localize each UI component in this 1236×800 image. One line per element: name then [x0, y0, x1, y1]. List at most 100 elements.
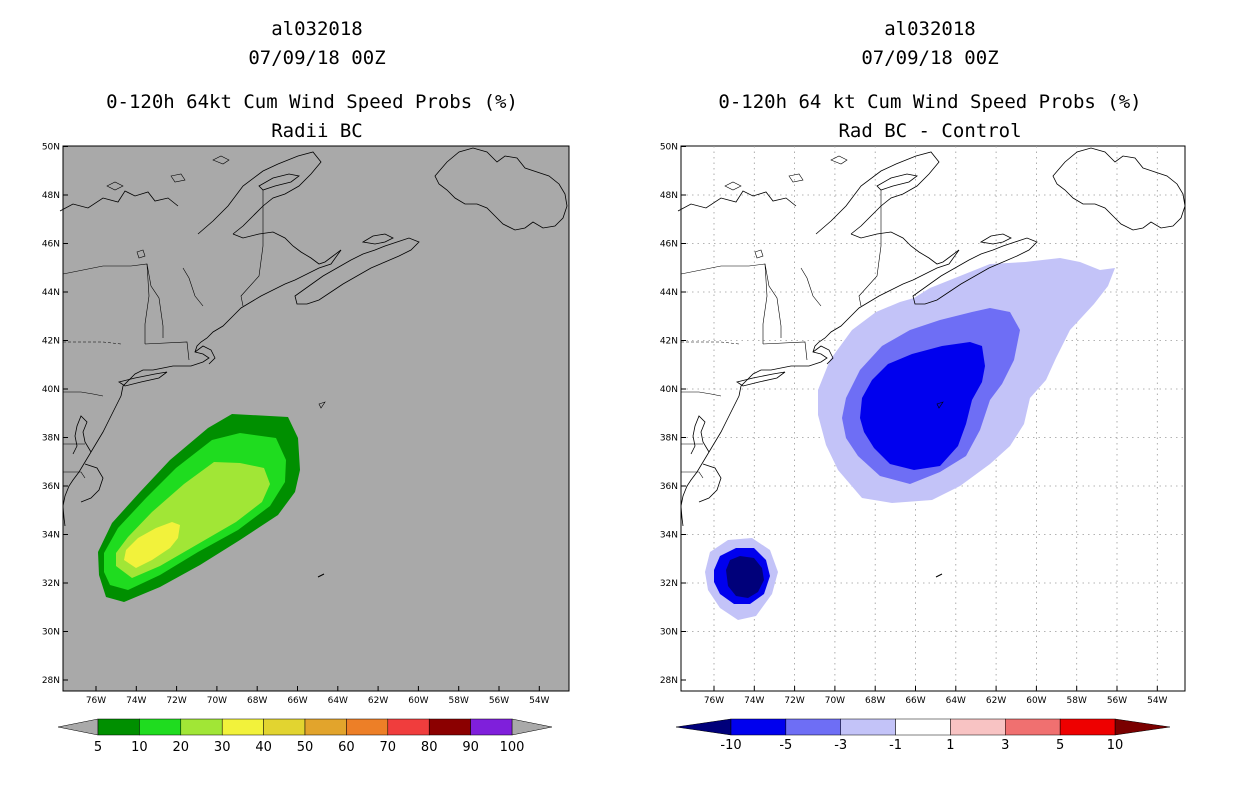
lat-tick-label: 32N	[42, 579, 60, 589]
lat-tick-label: 36N	[42, 482, 60, 492]
lon-tick-label: 58W	[1067, 696, 1087, 706]
lon-tick-label: 62W	[368, 696, 388, 706]
lon-tick-label: 74W	[126, 696, 146, 706]
left-map-background	[62, 145, 570, 692]
colorbar-swatch	[470, 718, 513, 736]
colorbar-label: -1	[889, 738, 902, 753]
lat-tick-label: 46N	[660, 240, 678, 250]
right-datetime: 07/09/18 00Z	[861, 47, 999, 69]
colorbar-swatch	[387, 718, 430, 736]
colorbar-swatch	[428, 718, 471, 736]
lon-tick-label: 72W	[166, 696, 186, 706]
colorbar-swatch	[180, 718, 223, 736]
left-subtitle: Radii BC	[271, 120, 363, 142]
colorbar-swatch	[1059, 718, 1116, 736]
colorbar-label: 10	[1107, 738, 1124, 753]
colorbar-label: -10	[720, 738, 741, 753]
colorbar-label: 90	[462, 740, 479, 755]
colorbar-label: 5	[1056, 738, 1064, 753]
colorbar-label: 60	[338, 740, 355, 755]
left-contour-30	[124, 522, 180, 568]
lat-tick-label: 42N	[660, 337, 678, 347]
lon-tick-label: 60W	[408, 696, 428, 706]
right-contour-minus10-south	[726, 556, 764, 598]
lat-tick-label: 48N	[660, 191, 678, 201]
colorbar-swatch	[97, 718, 140, 736]
lat-tick-label: 50N	[42, 143, 60, 153]
right-map: 28N 30N 32N 34N 36N 38N 40N 42N 44N 46N 48N 50N 76W 7…	[660, 143, 1186, 706]
lon-tick-label: 64W	[328, 696, 348, 706]
right-colorbar: -10 -5 -3 -1 1 3 5 10	[675, 718, 1171, 753]
colorbar-label: 5	[94, 740, 102, 755]
lon-tick-label: 58W	[449, 696, 469, 706]
right-contour-minus5	[860, 342, 985, 470]
lon-tick-label: 68W	[865, 696, 885, 706]
colorbar-swatch	[139, 718, 182, 736]
colorbar-lower-arrow	[675, 718, 732, 736]
colorbar-swatch	[263, 718, 306, 736]
right-diff-contours	[705, 258, 1115, 620]
colorbar-swatch	[785, 718, 841, 736]
colorbar-label: 80	[421, 740, 438, 755]
lon-tick-label: 76W	[704, 696, 724, 706]
lon-tick-label: 54W	[529, 696, 549, 706]
left-small-track-mark	[317, 573, 325, 578]
right-small-track-mark	[935, 573, 943, 578]
lat-tick-label: 30N	[42, 628, 60, 638]
colorbar-label: -5	[779, 738, 792, 753]
colorbar-swatch	[1005, 718, 1061, 736]
lon-tick-label: 64W	[946, 696, 966, 706]
lon-tick-label: 56W	[1107, 696, 1127, 706]
colorbar-label: 70	[380, 740, 397, 755]
colorbar-label: 1	[946, 738, 954, 753]
colorbar-label: 100	[500, 740, 525, 755]
colorbar-swatch	[840, 718, 896, 736]
lat-tick-label: 32N	[660, 579, 678, 589]
lat-tick-label: 30N	[660, 628, 678, 638]
lon-tick-label: 62W	[986, 696, 1006, 706]
lat-tick-label: 38N	[42, 434, 60, 444]
lat-tick-label: 34N	[660, 531, 678, 541]
colorbar-label: 10	[131, 740, 148, 755]
lat-tick-label: 38N	[660, 434, 678, 444]
colorbar-label: 40	[255, 740, 272, 755]
lon-tick-label: 66W	[905, 696, 925, 706]
left-prob-contours	[98, 414, 300, 602]
lat-tick-label: 44N	[660, 288, 678, 298]
colorbar-swatch	[895, 718, 951, 736]
left-datetime: 07/09/18 00Z	[248, 47, 386, 69]
lat-tick-label: 28N	[42, 676, 60, 686]
lon-tick-label: 68W	[247, 696, 267, 706]
colorbar-label: 30	[214, 740, 231, 755]
lon-tick-label: 54W	[1147, 696, 1167, 706]
colorbar-label: -3	[834, 738, 847, 753]
lat-tick-label: 40N	[660, 385, 678, 395]
colorbar-label: 3	[1001, 738, 1009, 753]
lon-tick-label: 70W	[825, 696, 845, 706]
lat-tick-label: 50N	[660, 143, 678, 153]
left-title: 0-120h 64kt Cum Wind Speed Probs (%)	[106, 91, 518, 113]
colorbar-upper-arrow	[1114, 718, 1171, 736]
colorbar-lower-arrow	[57, 718, 99, 736]
lat-tick-label: 34N	[42, 531, 60, 541]
lon-tick-label: 56W	[489, 696, 509, 706]
lat-tick-label: 48N	[42, 191, 60, 201]
lat-tick-label: 36N	[660, 482, 678, 492]
colorbar-swatch	[304, 718, 347, 736]
lon-tick-label: 74W	[744, 696, 764, 706]
right-title: 0-120h 64 kt Cum Wind Speed Probs (%)	[718, 91, 1142, 113]
left-storm-id: al032018	[271, 18, 363, 40]
colorbar-swatch	[221, 718, 264, 736]
right-subtitle: Rad BC - Control	[838, 120, 1022, 142]
colorbar-swatch	[346, 718, 389, 736]
lat-tick-label: 46N	[42, 240, 60, 250]
lon-tick-label: 60W	[1026, 696, 1046, 706]
lat-tick-label: 40N	[42, 385, 60, 395]
lat-tick-label: 28N	[660, 676, 678, 686]
lon-tick-label: 70W	[207, 696, 227, 706]
left-map: 28N 30N 32N 34N 36N 38N 40N 42N 44N 46N 48N 50N 76W 7…	[42, 143, 570, 706]
colorbar-label: 20	[173, 740, 190, 755]
lon-tick-label: 72W	[784, 696, 804, 706]
colorbar-swatch	[950, 718, 1006, 736]
colorbar-swatch	[730, 718, 787, 736]
